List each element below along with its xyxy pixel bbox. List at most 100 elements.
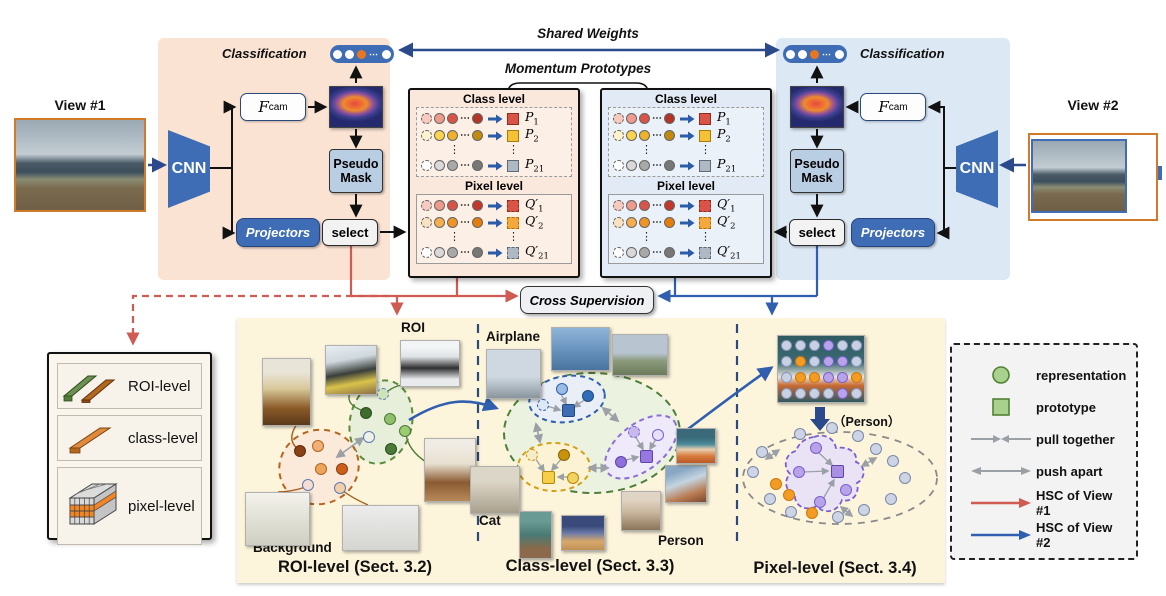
prototype-label: Q′1 [717,196,736,215]
feature-circle [421,200,432,211]
feature-circle [613,130,624,141]
legend-label: prototype [1036,399,1096,415]
pixel-grid-dot [780,387,792,399]
cam-image-left [329,86,383,128]
class-dot-active [357,49,366,59]
thumb-background-cat [245,492,310,546]
ellipsis: ⋯ [460,246,470,258]
vdots-row: ⋮ ⋮ [641,231,711,243]
ellipsis: ⋯ [652,216,662,228]
legend-label: HSC of View #2 [1036,520,1113,550]
pixel-grid-dot [794,387,806,399]
feature-circle [447,160,458,171]
fcam-symbol: F [878,98,889,116]
prototype-row: ⋯ Q′2 [421,213,567,232]
pixel-grid-dot [836,355,848,367]
ellipsis: ⋯ [652,199,662,211]
prototype-row: ⋯ Q′1 [421,196,567,215]
classifier-output-right: ⋯ [783,45,847,63]
thumb-airport [612,334,668,376]
thumb-brown-cat [424,438,476,502]
class-bar-icon [58,422,122,454]
representation-icon [966,365,1036,385]
class-dot [345,49,354,59]
prototype-square [507,129,519,142]
pixel-grid-dot [794,371,806,383]
feature-circle [434,247,445,258]
projectors-right: Projectors [851,218,935,247]
thumb-airplane-sky [551,327,610,371]
prototype-label: P21 [717,156,737,175]
shared-weights-label: Shared Weights [537,26,639,41]
thumb-person-boat [676,428,716,464]
pseudo-mask-left: Pseudo Mask [329,149,383,193]
feature-circle [639,200,650,211]
feature-circle [626,200,637,211]
ellipsis: ⋯ [652,129,662,141]
pixel-grid-dot [822,355,834,367]
person-tag-label: （Person） [833,415,901,429]
class-dot [835,49,844,59]
prototype-label: P1 [717,109,731,128]
view2-image [1031,139,1127,213]
feature-circle [472,247,483,258]
prototype-row: ⋯ P2 [613,126,759,145]
prototype-label: Q′21 [525,243,549,262]
prototype-icon [966,397,1036,417]
classification-label-right: Classification [860,46,945,61]
feature-circle [626,160,637,171]
vdots-row: ⋮ ⋮ [641,144,711,156]
prototype-square [699,246,711,259]
pixel-grid-dot [822,387,834,399]
pixel-level-title: Pixel level [464,179,524,193]
feature-circle [447,200,458,211]
ellipsis: ⋯ [652,112,662,124]
pixel-grid-dot [808,339,820,351]
feature-circle [447,130,458,141]
thumb-white-cat [262,358,311,426]
thumb-cat-shelf [519,511,552,559]
fcam-sub: cam [888,101,908,113]
pixel-grid-dot [780,355,792,367]
prototype-label: P1 [525,109,539,128]
feature-circle [639,217,650,228]
pixel-grid-dot [780,371,792,383]
feature-circle [434,160,445,171]
pixel-grid-dot [850,387,862,399]
roi-label: ROI [401,320,426,335]
feature-circle [613,113,624,124]
legend-row: representation [966,359,1126,391]
legend-label: push apart [1036,463,1103,479]
select-right: select [789,219,845,246]
momentum-prototypes-label: Momentum Prototypes [504,61,652,76]
pixel-level-rows: ⋯ Q′1 ⋯ Q′2 ⋮ ⋮ ⋯ Q′21 [608,194,764,264]
ellipsis: ⋯ [460,159,470,171]
feature-circle [639,113,650,124]
legend-row: HSC of View #1 [966,487,1126,519]
feature-circle [472,200,483,211]
prototype-row: ⋯ P1 [613,109,759,128]
pixel-grid-dot [794,339,806,351]
legend-label: HSC of View #1 [1036,488,1113,518]
legend-row: HSC of View #2 [966,519,1126,551]
prototype-square [699,216,711,229]
view1-image [14,118,146,212]
roi-bars-icon [58,369,122,403]
thumb-cat-bowl [470,466,520,514]
feature-circle [613,247,624,258]
prototype-box-view2: Class level ⋯ P1 ⋯ P2 ⋮ ⋮ ⋯ P21 Pixel level ⋯ Q′… [600,88,772,278]
view2-label: View #2 [1067,97,1119,113]
feature-circle [639,160,650,171]
pixel-grid-dot [836,339,848,351]
push-icon [966,463,1036,479]
feature-circle [472,113,483,124]
prototype-label: P21 [525,156,545,175]
legend-label: representation [1036,367,1127,383]
ellipsis: ⋯ [652,159,662,171]
feature-circle [447,217,458,228]
prototype-square [699,112,711,125]
feature-circle [613,160,624,171]
cat-label: Cat [479,513,501,528]
